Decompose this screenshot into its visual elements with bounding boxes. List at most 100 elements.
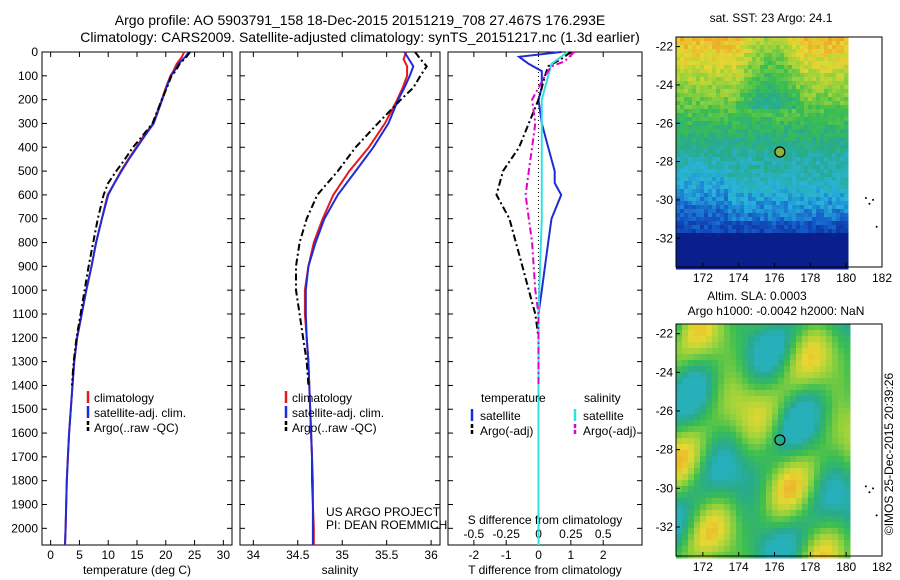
map-cell: [844, 474, 851, 481]
map-cell: [796, 378, 803, 385]
map-cell: [792, 121, 797, 126]
map-cell: [768, 153, 773, 158]
map-cell: [700, 181, 705, 186]
map-cell: [704, 185, 709, 190]
map-cell: [682, 432, 689, 439]
map-cell: [780, 117, 785, 122]
map-cell: [764, 93, 769, 98]
map-cell: [838, 456, 845, 463]
map-cell: [706, 540, 713, 547]
map-cell: [780, 241, 785, 246]
map-cell: [700, 221, 705, 226]
map-cell: [776, 49, 781, 54]
map-cell: [792, 101, 797, 106]
map-cell: [832, 105, 837, 110]
map-cell: [680, 245, 685, 250]
map-cell: [744, 73, 749, 78]
map-cell: [696, 37, 701, 42]
map-cell: [844, 342, 851, 349]
map-cell: [706, 552, 713, 559]
map-cell: [840, 153, 845, 158]
map-cell: [706, 534, 713, 541]
map-cell: [716, 225, 721, 230]
map-cell: [744, 245, 749, 250]
map-cell: [840, 253, 845, 258]
map-cell: [744, 49, 749, 54]
map-cell: [742, 354, 749, 361]
map-cell: [748, 161, 753, 166]
map-cell: [808, 61, 813, 66]
map-cell: [756, 241, 761, 246]
map-cell: [728, 217, 733, 222]
map-cell: [804, 261, 809, 266]
map-cell: [718, 534, 725, 541]
map-cell: [772, 237, 777, 242]
map-cell: [840, 117, 845, 122]
map-cell: [680, 193, 685, 198]
map-cell: [766, 510, 773, 517]
map-cell: [688, 41, 693, 46]
map-cell: [708, 57, 713, 62]
map-cell: [716, 177, 721, 182]
map-cell: [812, 169, 817, 174]
map-cell: [742, 510, 749, 517]
map-cell: [766, 486, 773, 493]
map-cell: [792, 153, 797, 158]
map-cell: [696, 237, 701, 242]
map-cell: [792, 97, 797, 102]
map-cell: [752, 89, 757, 94]
map-cell: [744, 261, 749, 266]
map-cell: [760, 117, 765, 122]
map-cell: [784, 201, 789, 206]
map-cell: [838, 420, 845, 427]
map-cell: [840, 249, 845, 254]
map-cell: [724, 510, 731, 517]
map-cell: [756, 65, 761, 70]
map-cell: [828, 61, 833, 66]
map-cell: [730, 324, 737, 331]
map-cell: [732, 85, 737, 90]
salinity-axes-box: [239, 51, 441, 546]
map-cell: [792, 125, 797, 130]
map-cell: [760, 450, 767, 457]
map-cell: [740, 117, 745, 122]
map-cell: [752, 121, 757, 126]
map-cell: [768, 201, 773, 206]
map-cell: [844, 229, 849, 234]
map-cell: [692, 205, 697, 210]
salinity-legend-label: climatology: [292, 391, 352, 405]
map-cell: [760, 390, 767, 397]
map-cell: [752, 117, 757, 122]
map-cell: [808, 504, 815, 511]
map-cell: [720, 161, 725, 166]
map-cell: [840, 173, 845, 178]
map-cell: [708, 137, 713, 142]
map-cell: [800, 53, 805, 58]
map-cell: [736, 546, 743, 553]
map-cell: [704, 201, 709, 206]
map-cell: [824, 73, 829, 78]
map-cell: [772, 209, 777, 214]
map-cell: [776, 109, 781, 114]
map-cell: [804, 201, 809, 206]
map-cell: [732, 237, 737, 242]
map-cell: [768, 137, 773, 142]
map-cell: [816, 257, 821, 262]
map-cell: [764, 149, 769, 154]
map-cell: [820, 330, 827, 337]
map-cell: [728, 181, 733, 186]
map-cell: [778, 360, 785, 367]
map-cell: [708, 141, 713, 146]
map-cell: [802, 480, 809, 487]
map-cell: [736, 85, 741, 90]
map-cell: [808, 450, 815, 457]
map-cell: [840, 237, 845, 242]
map-cell: [784, 141, 789, 146]
map-cell: [712, 73, 717, 78]
map-cell: [816, 157, 821, 162]
map-cell: [724, 450, 731, 457]
map-cell: [684, 109, 689, 114]
map-cell: [772, 249, 777, 254]
map-cell: [766, 444, 773, 451]
map-cell: [748, 462, 755, 469]
